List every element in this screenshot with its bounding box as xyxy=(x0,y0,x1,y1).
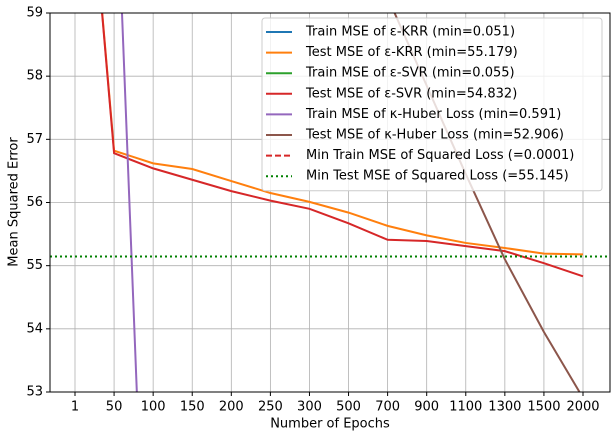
x-tick-label: 1300 xyxy=(488,400,521,415)
legend-label: Test MSE of ε-SVR (min=54.832) xyxy=(305,86,517,101)
x-tick-label: 100 xyxy=(141,400,166,415)
legend-label: Train MSE of κ-Huber Loss (min=0.591) xyxy=(305,107,561,122)
y-tick-label: 59 xyxy=(26,6,43,21)
y-axis-label: Mean Squared Error xyxy=(7,137,22,267)
legend-label: Train MSE of ε-KRR (min=0.051) xyxy=(305,25,515,40)
x-tick-label: 1500 xyxy=(527,400,560,415)
x-tick-label: 200 xyxy=(219,400,244,415)
legend-label: Train MSE of ε-SVR (min=0.055) xyxy=(305,66,515,81)
y-tick-label: 55 xyxy=(26,258,43,273)
y-tick-label: 57 xyxy=(26,132,43,147)
y-tick-label: 56 xyxy=(26,195,43,210)
x-tick-label: 700 xyxy=(375,400,400,415)
plot-frame xyxy=(49,12,611,393)
x-axis-label: Number of Epochs xyxy=(270,417,390,432)
series-line xyxy=(101,13,584,278)
x-tick-label: 900 xyxy=(414,400,439,415)
y-tick-label: 53 xyxy=(26,385,43,400)
x-tick-label: 150 xyxy=(180,400,205,415)
x-tick-label: 1 xyxy=(71,400,79,415)
x-tick-label: 300 xyxy=(297,400,322,415)
series-line xyxy=(393,13,581,392)
legend-label: Test MSE of κ-Huber Loss (min=52.906) xyxy=(305,128,564,143)
legend-label: Min Train MSE of Squared Loss (=0.0001) xyxy=(306,148,574,163)
x-tick-label: 50 xyxy=(106,400,123,415)
x-tick-label: 1100 xyxy=(449,400,482,415)
x-tick-label: 500 xyxy=(336,400,361,415)
y-tick-label: 58 xyxy=(26,69,43,84)
x-tick-label: 2000 xyxy=(566,400,599,415)
legend-label: Min Test MSE of Squared Loss (=55.145) xyxy=(306,169,569,184)
x-tick-label: 250 xyxy=(258,400,283,415)
legend-box xyxy=(261,17,603,192)
legend-label: Test MSE of ε-KRR (min=55.179) xyxy=(305,45,518,60)
y-tick-label: 54 xyxy=(26,321,43,336)
